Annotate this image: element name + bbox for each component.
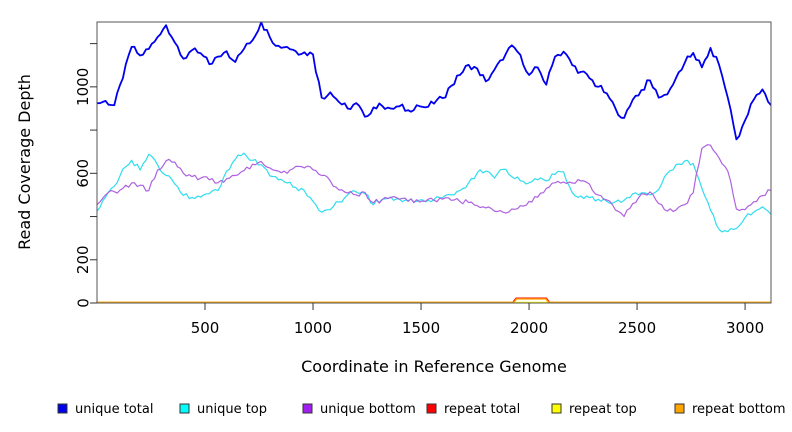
series-line-unique-top (97, 152, 771, 233)
y-tick-label: 0 (74, 298, 92, 308)
legend-label: repeat bottom (692, 402, 786, 417)
legend-swatch-repeat-bottom (674, 403, 685, 414)
x-tick-label: 1500 (402, 319, 440, 337)
y-axis-title: Read Coverage Depth (15, 74, 34, 250)
legend-label: repeat top (569, 402, 637, 417)
x-tick-label: 2500 (618, 319, 656, 337)
y-tick-label: 600 (74, 159, 92, 188)
x-tick-label: 500 (191, 319, 220, 337)
x-tick-label: 3000 (726, 319, 764, 337)
legend-label: unique top (197, 402, 267, 417)
x-tick-label: 2000 (510, 319, 548, 337)
series-line-unique-bottom (97, 144, 771, 218)
legend-swatch-unique-top (179, 403, 190, 414)
legend-label: unique total (75, 402, 153, 417)
plot-border (96, 21, 772, 304)
series-lines (97, 22, 771, 303)
legend-swatch-unique-bottom (302, 403, 313, 414)
legend-swatch-repeat-total (426, 403, 437, 414)
y-axis: 0 200 600 1000 (74, 43, 97, 308)
x-axis: 500 1000 1500 2000 2500 3000 (191, 303, 764, 337)
legend: unique total unique top unique bottom repea… (57, 402, 786, 417)
series-line-repeat-bottom (97, 298, 771, 303)
series-line-unique-total (97, 22, 771, 141)
y-tick-label: 200 (74, 245, 92, 274)
legend-swatch-unique-total (57, 403, 68, 414)
x-axis-title: Coordinate in Reference Genome (301, 357, 567, 376)
y-tick-label: 1000 (74, 68, 92, 106)
x-tick-label: 1000 (294, 319, 332, 337)
legend-swatch-repeat-top (551, 403, 562, 414)
legend-label: repeat total (444, 402, 520, 417)
legend-label: unique bottom (320, 402, 416, 417)
